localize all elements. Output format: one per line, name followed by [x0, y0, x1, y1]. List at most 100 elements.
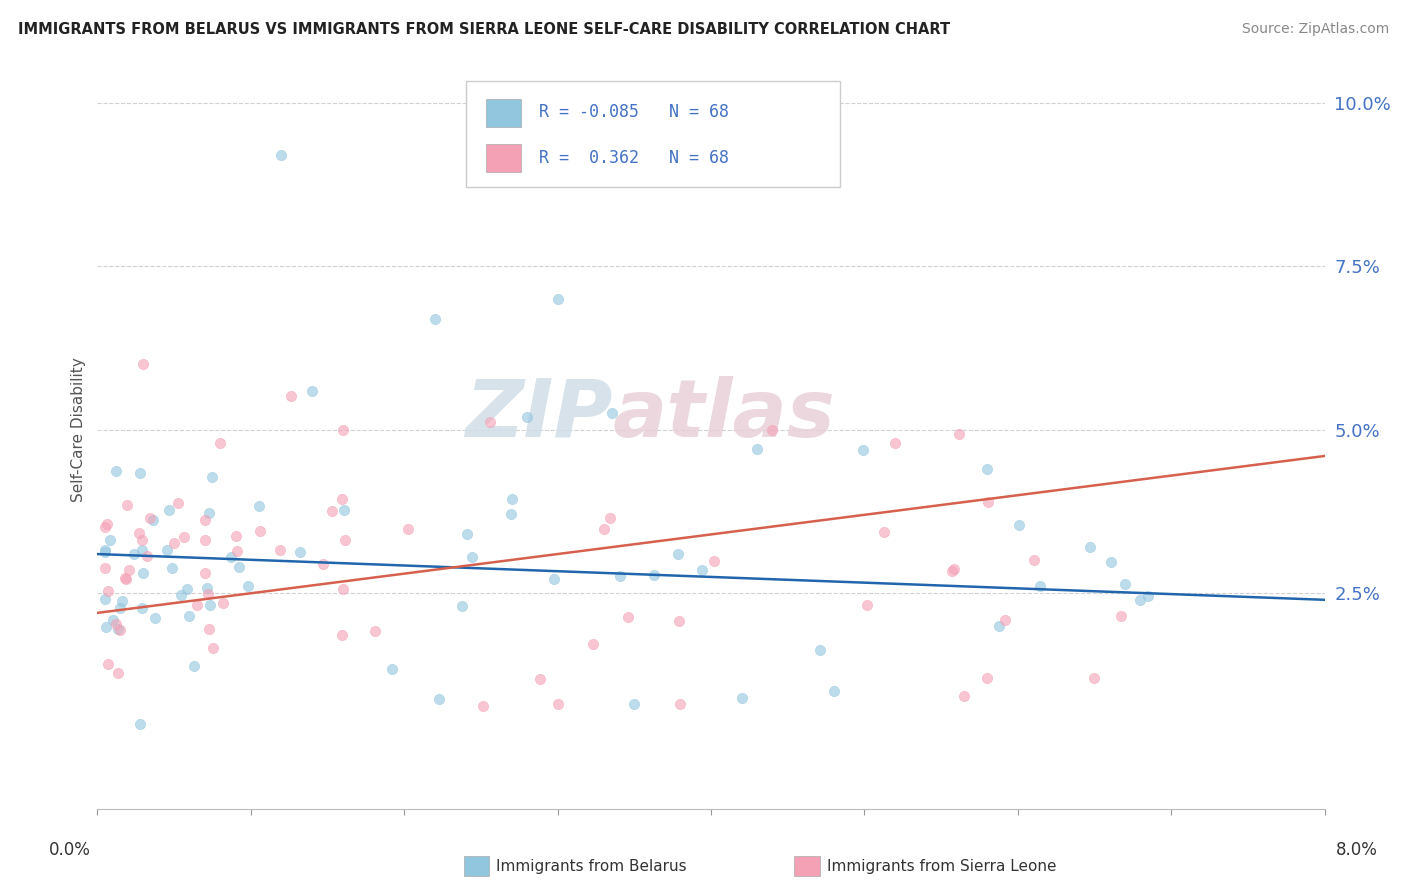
Point [976, 462, 998, 476]
Point [582, 637, 605, 651]
Point [381, 662, 404, 676]
Point [219, 549, 242, 564]
Point [202, 641, 225, 656]
Point [516, 409, 538, 424]
Text: IMMIGRANTS FROM BELARUS VS IMMIGRANTS FROM SIERRA LEONE SELF-CARE DISABILITY COR: IMMIGRANTS FROM BELARUS VS IMMIGRANTS FR… [18, 22, 950, 37]
Point [170, 588, 193, 602]
Text: R = -0.085   N = 68: R = -0.085 N = 68 [538, 103, 730, 121]
Point [941, 564, 963, 578]
Point [623, 698, 645, 712]
Point [280, 389, 302, 403]
Point [249, 524, 271, 538]
Point [183, 659, 205, 673]
Text: Source: ZipAtlas.com: Source: ZipAtlas.com [1241, 22, 1389, 37]
Point [730, 690, 752, 705]
Text: 8.0%: 8.0% [1336, 840, 1378, 858]
Point [198, 598, 221, 612]
Point [364, 624, 387, 639]
Text: R =  0.362   N = 68: R = 0.362 N = 68 [538, 149, 730, 167]
FancyBboxPatch shape [486, 145, 520, 172]
Point [1129, 592, 1152, 607]
Point [94, 619, 117, 633]
Point [209, 436, 232, 450]
Point [994, 614, 1017, 628]
Point [201, 470, 224, 484]
Point [872, 525, 894, 540]
Point [167, 496, 190, 510]
Point [131, 543, 153, 558]
Point [543, 572, 565, 586]
Point [808, 643, 831, 657]
Point [333, 533, 356, 547]
Point [593, 522, 616, 536]
Point [156, 543, 179, 558]
Point [1136, 589, 1159, 603]
Text: ZIP: ZIP [465, 376, 613, 454]
Point [456, 526, 478, 541]
Point [128, 466, 150, 480]
Point [1008, 517, 1031, 532]
Point [472, 699, 495, 714]
Point [94, 592, 117, 607]
Point [143, 611, 166, 625]
Point [163, 535, 186, 549]
Point [451, 599, 474, 614]
Point [118, 563, 141, 577]
Point [1080, 541, 1102, 555]
Point [423, 311, 446, 326]
Point [97, 657, 120, 671]
Point [225, 529, 247, 543]
Point [177, 608, 200, 623]
Point [666, 547, 689, 561]
Point [194, 533, 217, 547]
Point [132, 566, 155, 581]
Point [669, 698, 692, 712]
Point [111, 594, 134, 608]
Point [197, 581, 219, 595]
Point [599, 511, 621, 525]
Point [617, 610, 640, 624]
Point [103, 613, 125, 627]
Point [987, 619, 1010, 633]
Point [1099, 555, 1122, 569]
Point [396, 522, 419, 536]
Point [288, 545, 311, 559]
Point [1083, 671, 1105, 685]
Point [131, 533, 153, 547]
Point [1114, 577, 1136, 591]
Point [600, 406, 623, 420]
Point [176, 582, 198, 596]
Point [330, 628, 353, 642]
Text: Immigrants from Belarus: Immigrants from Belarus [496, 859, 688, 873]
Point [330, 492, 353, 507]
Point [478, 415, 501, 429]
Point [852, 443, 875, 458]
Point [194, 566, 217, 580]
Point [703, 554, 725, 568]
Point [856, 598, 879, 612]
Point [547, 292, 569, 306]
Point [198, 506, 221, 520]
Point [977, 495, 1000, 509]
Point [108, 623, 131, 637]
FancyBboxPatch shape [486, 99, 520, 127]
Point [110, 600, 132, 615]
Point [823, 684, 845, 698]
Point [270, 148, 292, 162]
Point [105, 617, 128, 632]
Point [953, 689, 976, 703]
Point [461, 549, 484, 564]
Point [668, 615, 690, 629]
Point [943, 562, 966, 576]
Point [1022, 552, 1045, 566]
Point [98, 533, 121, 548]
Point [96, 584, 118, 599]
Point [247, 500, 270, 514]
Point [643, 568, 665, 582]
Point [197, 587, 219, 601]
Point [104, 464, 127, 478]
Point [332, 423, 354, 437]
Point [976, 671, 998, 685]
Point [194, 512, 217, 526]
Point [173, 530, 195, 544]
